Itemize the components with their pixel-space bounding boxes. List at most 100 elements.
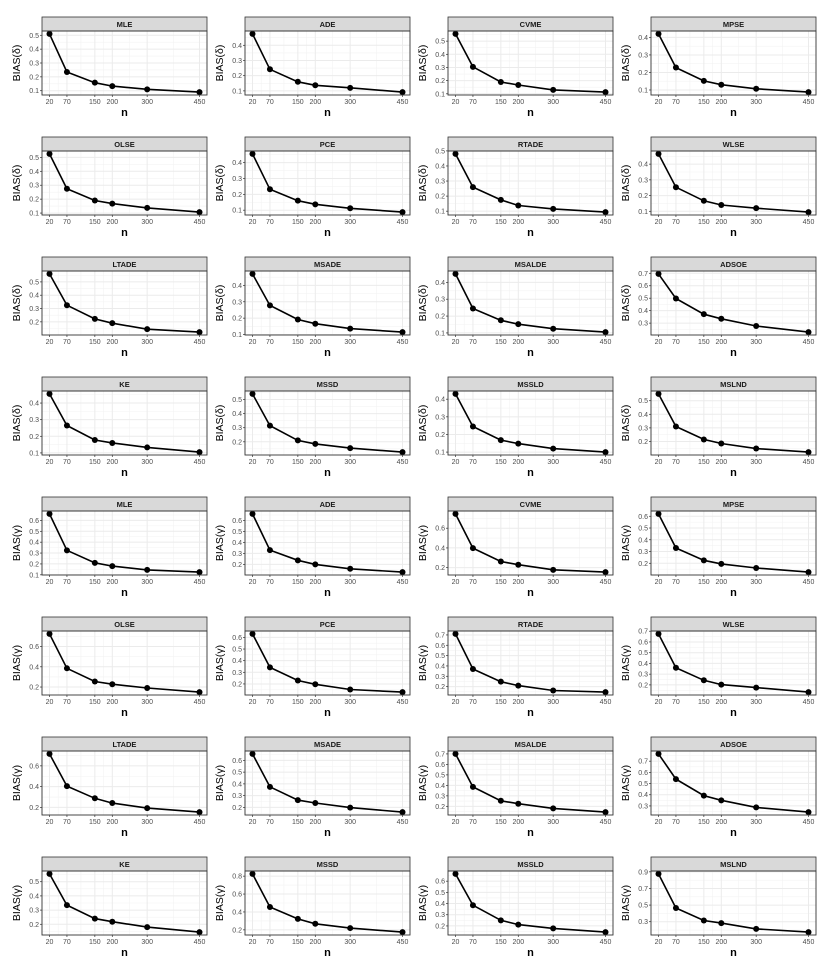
plot-background xyxy=(651,151,816,215)
data-point xyxy=(46,630,53,637)
y-tick-label: 0.4 xyxy=(638,661,648,668)
x-axis-label: n xyxy=(730,827,737,839)
y-tick-label: 0.4 xyxy=(29,47,39,54)
x-tick-label: 450 xyxy=(600,939,612,946)
facet-title: CVME xyxy=(520,500,542,509)
x-tick-label: 450 xyxy=(803,219,815,226)
data-point xyxy=(109,800,116,807)
y-tick-label: 0.6 xyxy=(638,514,648,521)
data-point xyxy=(550,86,557,93)
plot-border xyxy=(244,750,411,816)
data-point xyxy=(144,566,151,573)
x-tick-label: 450 xyxy=(397,699,409,706)
x-tick-label: 450 xyxy=(803,819,815,826)
data-point xyxy=(452,510,459,517)
data-point xyxy=(109,320,116,327)
x-tick-label: 300 xyxy=(750,99,762,106)
panel-ade: ADE 20 70 150 200 300 450 0.2 0.3 0.4 0.5 0.6 n BIAS(… xyxy=(214,496,411,599)
y-tick-label: 0.4 xyxy=(638,792,648,799)
x-tick-label: 450 xyxy=(194,99,206,106)
data-point xyxy=(144,924,151,931)
data-point xyxy=(196,569,203,576)
y-tick-label: 0.3 xyxy=(29,417,39,424)
x-tick-label: 70 xyxy=(469,459,477,466)
plot-border xyxy=(447,270,614,336)
data-point xyxy=(266,66,273,73)
x-tick-label: 200 xyxy=(715,939,727,946)
x-tick-label: 70 xyxy=(63,219,71,226)
data-point xyxy=(63,69,70,76)
panel-rtade: RTADE 20 70 150 200 300 450 0.2 0.3 0.4 0.5 0.6 0.7 n… xyxy=(417,616,614,719)
data-point xyxy=(700,77,707,84)
y-axis-label: BIAS(γ) xyxy=(620,525,632,561)
plot-background xyxy=(245,391,410,455)
data-point xyxy=(249,510,256,517)
data-point xyxy=(515,321,522,328)
panel-cvme: CVME 20 70 150 200 300 450 0.2 0.4 0.6 n BIAS(γ) xyxy=(417,496,614,599)
y-tick-label: 0.1 xyxy=(29,450,39,457)
y-tick-label: 0.5 xyxy=(29,529,39,536)
y-tick-label: 0.1 xyxy=(638,209,648,216)
y-axis-label: BIAS(δ) xyxy=(214,285,226,322)
y-tick-label: 0.4 xyxy=(232,781,242,788)
x-tick-label: 150 xyxy=(89,219,101,226)
plot-background xyxy=(448,31,613,95)
data-point xyxy=(294,797,301,804)
y-tick-label: 0.5 xyxy=(29,33,39,40)
x-tick-label: 450 xyxy=(194,699,206,706)
data-point xyxy=(469,305,476,312)
data-point xyxy=(399,689,406,696)
x-tick-label: 20 xyxy=(46,939,54,946)
x-tick-label: 20 xyxy=(452,939,460,946)
x-tick-label: 70 xyxy=(469,99,477,106)
x-tick-label: 300 xyxy=(344,99,356,106)
x-tick-label: 300 xyxy=(141,339,153,346)
y-tick-label: 0.2 xyxy=(232,681,242,688)
y-tick-label: 0.3 xyxy=(638,425,648,432)
data-point xyxy=(497,317,504,324)
data-point xyxy=(399,449,406,456)
data-point xyxy=(718,920,725,927)
data-point xyxy=(196,449,203,456)
data-point xyxy=(469,423,476,430)
series-line xyxy=(251,633,403,693)
x-tick-label: 300 xyxy=(344,459,356,466)
data-point xyxy=(753,85,760,92)
y-tick-label: 0.4 xyxy=(29,169,39,176)
series-line xyxy=(454,273,606,333)
y-tick-label: 0.4 xyxy=(638,537,648,544)
y-tick-label: 0.6 xyxy=(29,763,39,770)
y-tick-label: 0.6 xyxy=(232,892,242,899)
y-axis-label: BIAS(δ) xyxy=(417,45,429,82)
x-tick-label: 300 xyxy=(141,219,153,226)
panel-mpse: MPSE 20 70 150 200 300 450 0.2 0.3 0.4 0.5 0.6 n BIAS… xyxy=(620,496,817,599)
data-point xyxy=(497,797,504,804)
data-point xyxy=(63,302,70,309)
x-tick-label: 20 xyxy=(452,339,460,346)
x-tick-label: 70 xyxy=(266,939,274,946)
y-tick-label: 0.6 xyxy=(638,770,648,777)
x-tick-label: 450 xyxy=(194,339,206,346)
x-tick-label: 20 xyxy=(249,99,257,106)
x-tick-label: 150 xyxy=(89,99,101,106)
y-tick-label: 0.5 xyxy=(435,772,445,779)
data-point xyxy=(347,804,354,811)
x-tick-label: 300 xyxy=(344,939,356,946)
x-tick-label: 70 xyxy=(469,819,477,826)
facet-title: MPSE xyxy=(723,20,744,29)
data-point xyxy=(46,150,53,157)
panel-msalde: MSALDE 20 70 150 200 300 450 0.1 0.2 0.3 0.4 n BIAS(… xyxy=(417,256,614,359)
y-tick-label: 0.2 xyxy=(638,561,648,568)
x-axis-label: n xyxy=(730,227,737,239)
series-line xyxy=(48,513,200,573)
data-point xyxy=(312,201,319,208)
y-tick-label: 0.3 xyxy=(232,425,242,432)
y-tick-label: 0.3 xyxy=(638,672,648,679)
x-tick-label: 300 xyxy=(750,939,762,946)
plot-background xyxy=(245,151,410,215)
y-tick-label: 0.8 xyxy=(232,874,242,881)
y-tick-label: 0.3 xyxy=(435,674,445,681)
plot-background xyxy=(651,31,816,95)
panel-mslnd: MSLND 20 70 150 200 300 450 0.2 0.3 0.4 0.5 n BIAS(δ… xyxy=(620,376,817,479)
y-axis-label: BIAS(γ) xyxy=(214,765,226,801)
